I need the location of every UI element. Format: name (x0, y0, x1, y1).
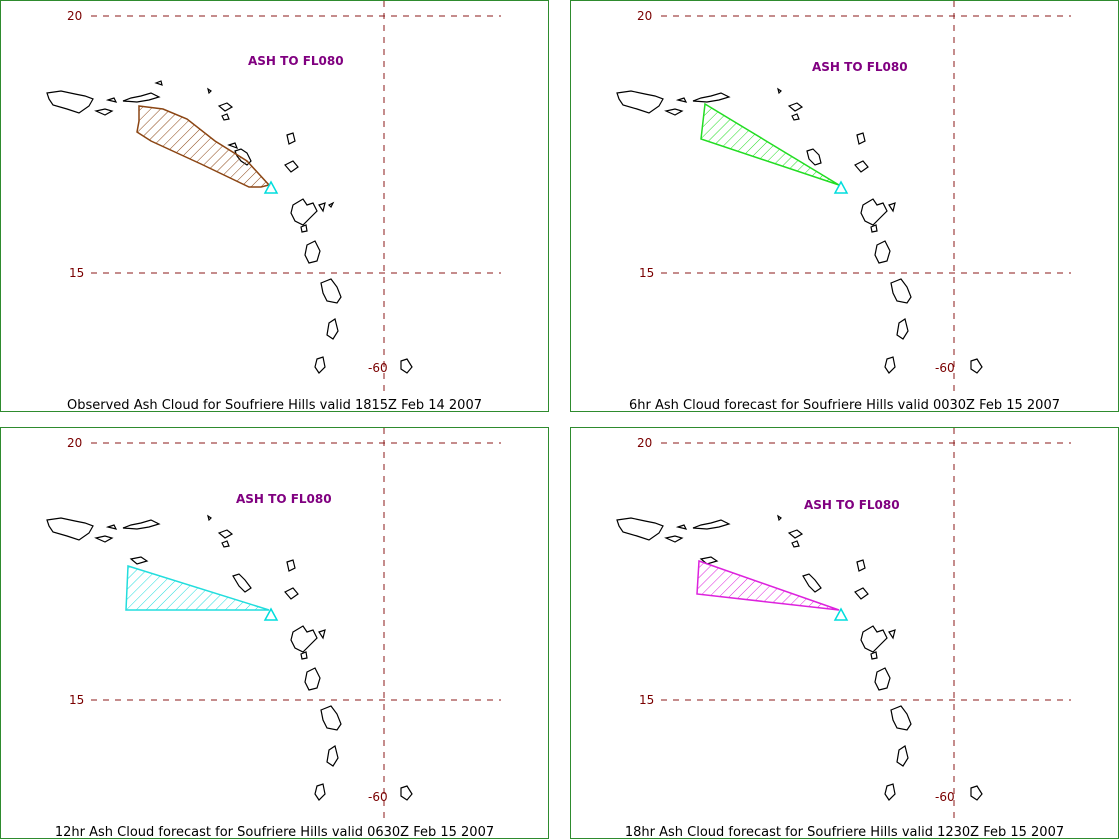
grid-lines (91, 428, 501, 820)
lat-label-15: 15 (69, 693, 84, 707)
map-panel-18hr: 20 15 -60 ASH TO FL080 18hr As (570, 427, 1119, 840)
panel-caption: 12hr Ash Cloud forecast for Soufriere Hi… (54, 825, 495, 840)
grid-lines (661, 1, 1071, 393)
lat-label-20: 20 (637, 436, 652, 450)
map-panel-6hr: 20 15 -60 ASH TO FL080 6hr Ash Cloud (570, 0, 1119, 413)
lat-label-20: 20 (67, 436, 82, 450)
ash-cloud-polygon (125, 564, 270, 611)
lat-label-15: 15 (639, 266, 654, 280)
ash-level-label: ASH TO FL080 (812, 60, 908, 74)
panel-caption: 18hr Ash Cloud forecast for Soufriere Hi… (624, 825, 1065, 840)
volcano-marker-icon (263, 607, 279, 621)
map-canvas: 20 15 -60 ASH TO FL080 (616, 1, 1071, 393)
coastlines (46, 514, 413, 801)
ash-level-label: ASH TO FL080 (248, 54, 344, 68)
lat-label-20: 20 (637, 9, 652, 23)
map-canvas: 20 15 -60 ASH TO FL080 (616, 428, 1071, 820)
coastlines (616, 87, 983, 374)
panel-caption: Observed Ash Cloud for Soufriere Hills v… (67, 398, 482, 413)
ash-cloud-polygon (700, 102, 840, 186)
grid-lines (91, 1, 501, 393)
lon-label-60: -60 (935, 790, 955, 804)
lat-label-15: 15 (639, 693, 654, 707)
volcano-marker-icon (833, 180, 849, 194)
grid-lines (661, 428, 1071, 820)
lat-label-20: 20 (67, 9, 82, 23)
map-canvas: 20 15 -60 ASH TO FL080 (46, 1, 501, 393)
ash-cloud-polygon (696, 559, 840, 611)
lon-label-60: -60 (368, 361, 388, 375)
lat-label-15: 15 (69, 266, 84, 280)
volcano-marker-icon (833, 607, 849, 621)
map-canvas: 20 15 -60 ASH TO FL080 (46, 428, 501, 820)
panel-caption: 6hr Ash Cloud forecast for Soufriere Hil… (629, 398, 1060, 413)
lon-label-60: -60 (935, 361, 955, 375)
ash-level-label: ASH TO FL080 (236, 492, 332, 506)
volcano-marker-icon (263, 180, 279, 194)
coastlines (46, 80, 413, 374)
lon-label-60: -60 (368, 790, 388, 804)
ash-level-label: ASH TO FL080 (804, 498, 900, 512)
coastlines (616, 514, 983, 801)
map-panel-observed: 20 15 -60 ASH TO FL080 (0, 0, 549, 413)
map-panel-12hr: 20 15 -60 ASH TO FL080 12hr As (0, 427, 549, 840)
ash-cloud-polygon (136, 105, 271, 188)
